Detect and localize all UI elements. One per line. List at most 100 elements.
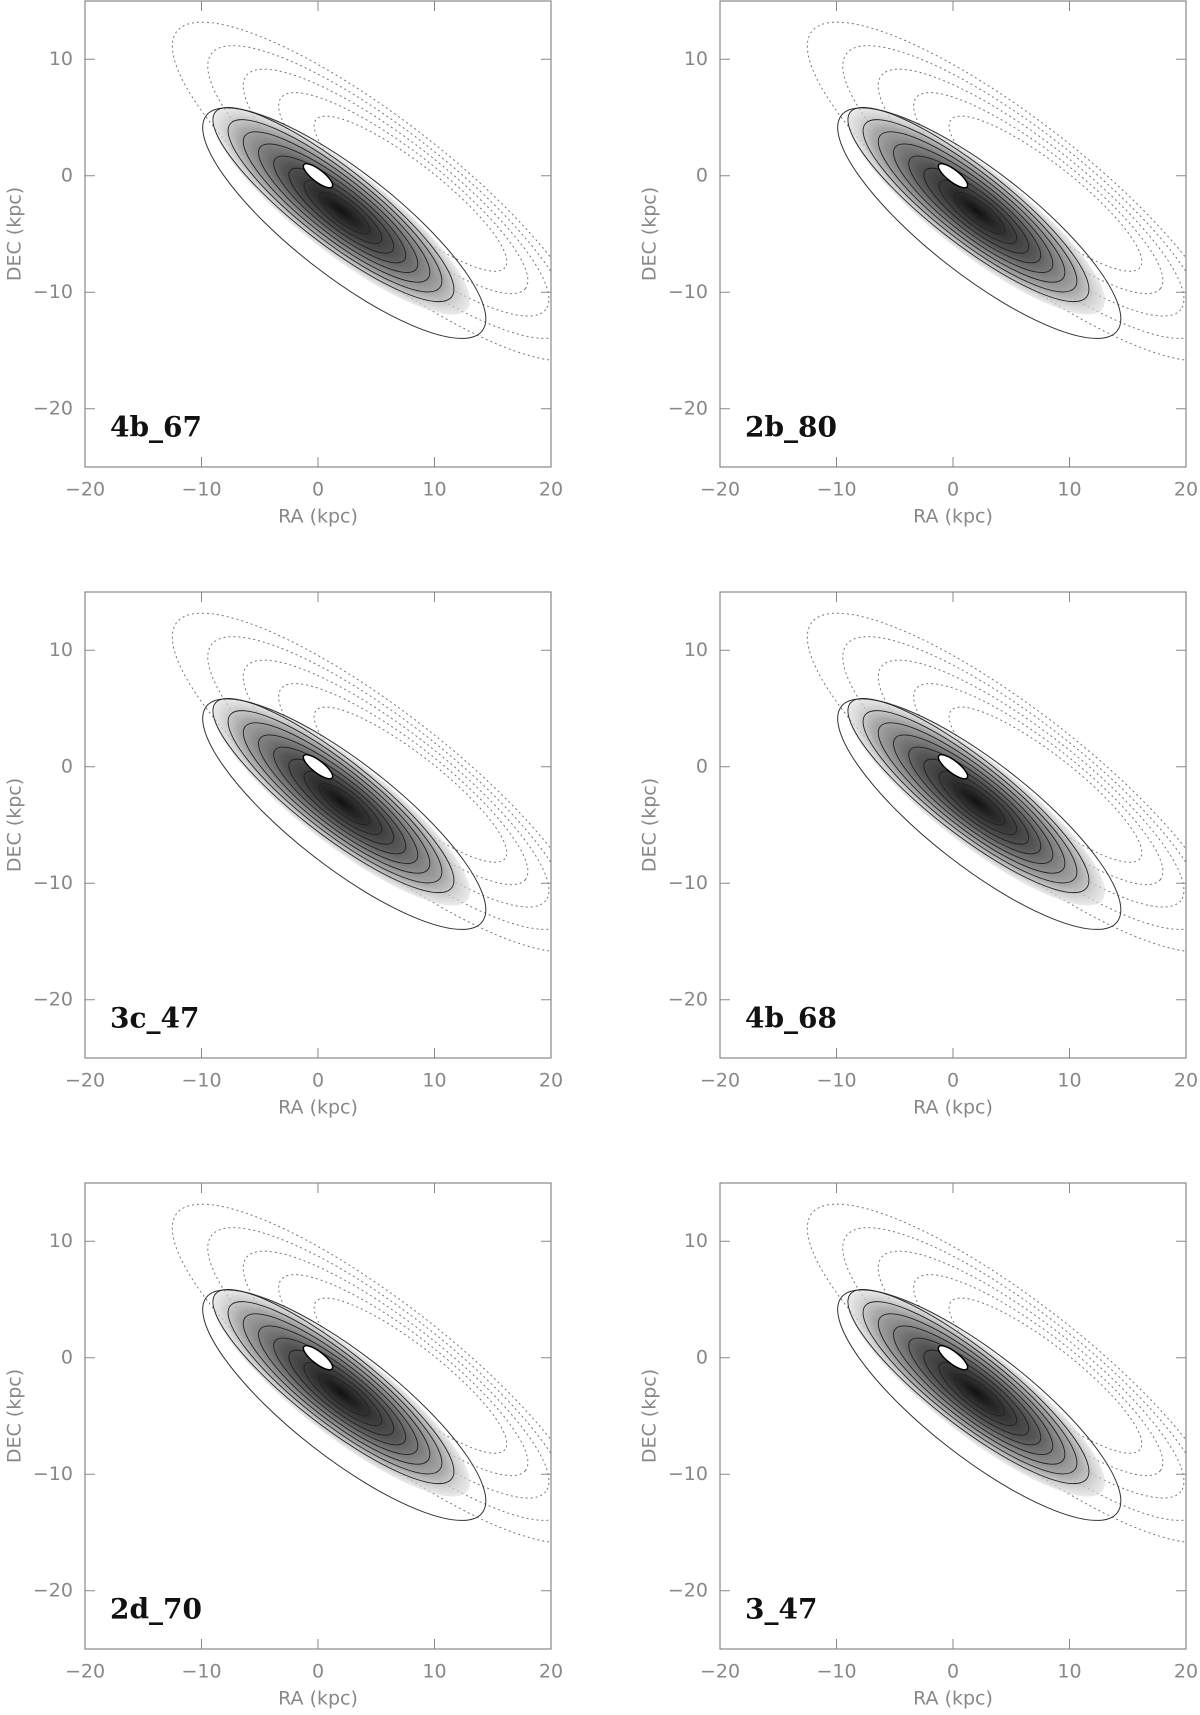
solid-contour — [847, 107, 1090, 303]
solid-contour — [227, 119, 443, 293]
contour-group — [806, 21, 1186, 362]
solid-contour — [908, 746, 1042, 855]
solid-contour — [242, 1313, 431, 1465]
y-tick-label: 10 — [684, 48, 708, 70]
contour-map — [806, 21, 1186, 362]
solid-contour — [893, 143, 1054, 273]
contour-group — [806, 1203, 1186, 1544]
solid-contour — [923, 1349, 1030, 1436]
panel: −20 −10 0 10 20 −20 −10 0 10 RA (kpc) DEC (kpc) 3c_… — [4, 591, 563, 1119]
contour-group — [171, 612, 551, 953]
contour-map — [171, 612, 551, 953]
solid-contour — [923, 758, 1030, 845]
solid-contour — [847, 698, 1090, 894]
y-tick-label: 0 — [61, 755, 73, 777]
x-tick-label: −20 — [65, 1661, 105, 1683]
x-tick-label: 10 — [1057, 479, 1081, 501]
solid-contour — [258, 734, 419, 864]
x-tick-label: −10 — [181, 1661, 221, 1683]
y-tick-label: 0 — [696, 755, 708, 777]
solid-contour — [242, 722, 431, 874]
core — [937, 1344, 969, 1371]
solid-contour — [273, 746, 407, 855]
y-tick-label: −10 — [668, 1463, 708, 1485]
x-tick-label: 10 — [422, 1661, 446, 1683]
x-tick-label: 0 — [947, 1661, 959, 1683]
outer-contour — [202, 698, 487, 930]
x-axis-title: RA (kpc) — [913, 506, 993, 528]
y-tick-label: 0 — [696, 1346, 708, 1368]
x-tick-label: −10 — [181, 1070, 221, 1092]
y-tick-label: −10 — [33, 1463, 73, 1485]
x-tick-label: 0 — [947, 1070, 959, 1092]
panel: −20 −10 0 10 20 −20 −10 0 10 RA (kpc) DEC (kpc) 4b_… — [4, 0, 563, 528]
panel-label: 2b_80 — [745, 411, 837, 444]
solid-contour — [893, 734, 1054, 864]
solid-contour — [938, 770, 1018, 835]
dotted-contour — [242, 659, 550, 908]
x-tick-label: −20 — [700, 1070, 740, 1092]
x-tick-label: 0 — [947, 479, 959, 501]
x-tick-label: −10 — [816, 1661, 856, 1683]
solid-contour — [303, 770, 383, 835]
x-axis-title: RA (kpc) — [278, 506, 358, 528]
gray-emission — [847, 697, 1106, 906]
x-tick-label: 20 — [539, 1070, 563, 1092]
solid-contour — [953, 783, 1006, 826]
solid-contour — [938, 1361, 1018, 1426]
y-tick-label: 0 — [696, 164, 708, 186]
y-tick-label: 10 — [684, 639, 708, 661]
gray-emission — [212, 697, 471, 906]
x-tick-label: −10 — [181, 479, 221, 501]
solid-contour — [273, 155, 407, 264]
contour-map — [171, 21, 551, 362]
solid-contour — [318, 1374, 371, 1417]
solid-contour — [877, 1313, 1066, 1465]
solid-contour — [923, 167, 1030, 254]
outer-contour — [837, 1289, 1122, 1521]
contour-map — [806, 1203, 1186, 1544]
dotted-contour — [842, 636, 1186, 930]
y-tick-label: −10 — [33, 872, 73, 894]
solid-contour — [227, 710, 443, 884]
core — [937, 753, 969, 780]
dotted-contour — [207, 45, 551, 339]
core — [302, 1344, 334, 1371]
panel: −20 −10 0 10 20 −20 −10 0 10 RA (kpc) DEC (kpc) 4b_… — [639, 591, 1198, 1119]
y-tick-label: −20 — [668, 397, 708, 419]
contour-group — [171, 1203, 551, 1544]
panel: −20 −10 0 10 20 −20 −10 0 10 RA (kpc) DEC (kpc) 2d_… — [4, 1182, 563, 1710]
outer-contour — [202, 107, 487, 339]
solid-contour — [862, 119, 1078, 293]
panel-label: 4b_67 — [110, 411, 202, 444]
solid-contour — [258, 143, 419, 273]
dotted-contour — [242, 68, 550, 317]
x-tick-label: 20 — [1174, 1661, 1198, 1683]
solid-contour — [953, 1374, 1006, 1417]
dotted-contour — [207, 636, 551, 930]
x-tick-label: −10 — [816, 1070, 856, 1092]
solid-contour — [847, 1289, 1090, 1485]
solid-contour — [303, 179, 383, 244]
solid-contour — [893, 1325, 1054, 1455]
x-tick-label: 0 — [312, 479, 324, 501]
dotted-contour — [842, 45, 1186, 339]
x-tick-label: −20 — [700, 1661, 740, 1683]
solid-contour — [273, 1337, 407, 1446]
y-axis-title: DEC (kpc) — [4, 1369, 26, 1463]
contour-map — [171, 1203, 551, 1544]
solid-contour — [288, 167, 395, 254]
solid-contour — [288, 758, 395, 845]
gray-emission — [847, 1288, 1106, 1497]
x-tick-label: 10 — [422, 1070, 446, 1092]
y-tick-label: 10 — [49, 1230, 73, 1252]
y-tick-label: 0 — [61, 1346, 73, 1368]
x-tick-label: −20 — [65, 479, 105, 501]
y-tick-label: −10 — [668, 872, 708, 894]
solid-contour — [862, 1301, 1078, 1475]
solid-contour — [212, 1289, 455, 1485]
x-axis-title: RA (kpc) — [278, 1097, 358, 1119]
x-tick-label: −10 — [816, 479, 856, 501]
y-tick-label: −20 — [668, 988, 708, 1010]
solid-contour — [908, 1337, 1042, 1446]
